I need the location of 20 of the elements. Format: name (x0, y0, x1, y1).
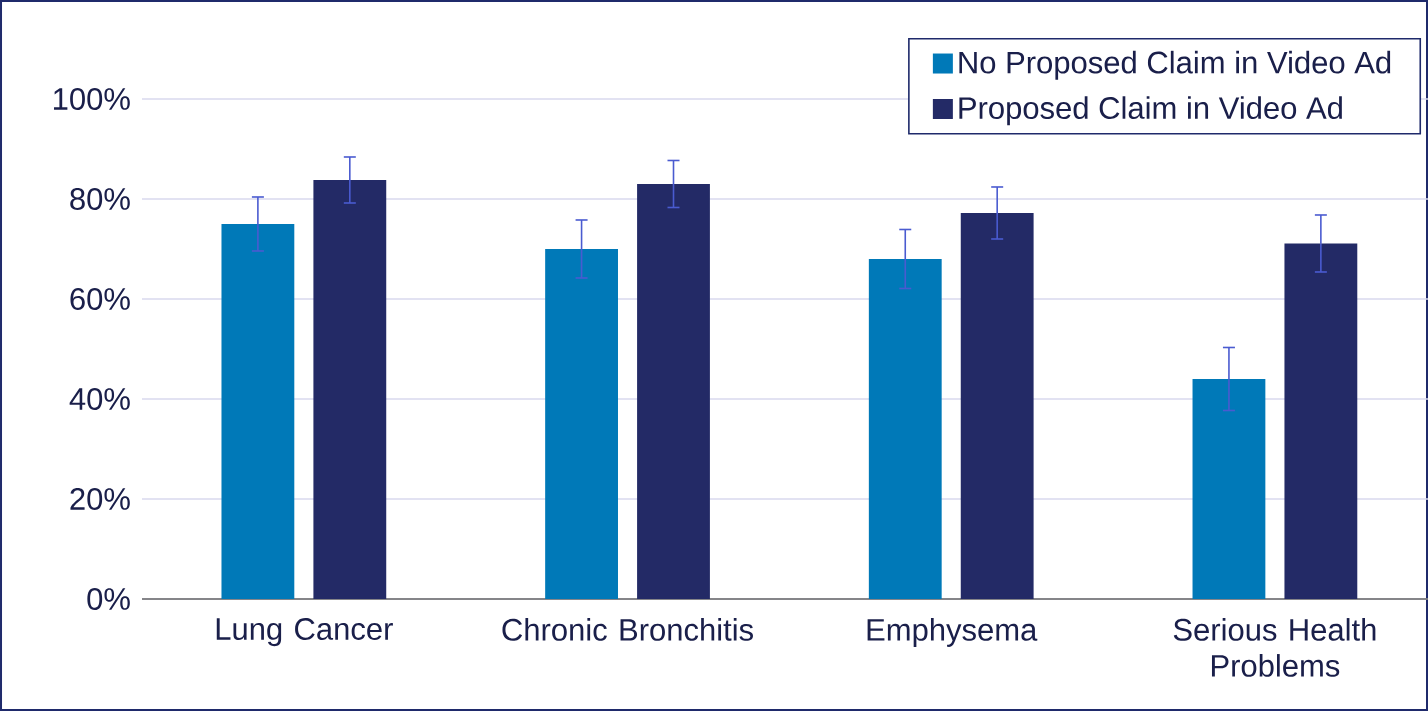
y-tick-label: 80% (70, 188, 130, 210)
bar (960, 212, 1034, 599)
bar (221, 223, 295, 599)
y-tick-label: 0% (87, 588, 130, 610)
bar (545, 248, 618, 599)
x-tick-label: Lung Cancer (216, 618, 393, 647)
x-tick-label: Serious Health Problems (1173, 618, 1376, 677)
y-tick-label: 20% (70, 488, 130, 510)
y-tick-label: 40% (69, 388, 130, 410)
bar (313, 179, 387, 599)
legend-label: Proposed Claim in Video Ad (959, 96, 1342, 126)
bar (637, 183, 710, 599)
bar (1284, 243, 1358, 599)
x-tick-label: Chronic Bronchitis (502, 618, 753, 641)
legend-label: No Proposed Claim in Video Ad (959, 50, 1391, 80)
bar (868, 258, 942, 599)
x-tick-label: Emphysema (867, 618, 1038, 647)
y-tick-label: 100% (54, 88, 130, 110)
bar (1192, 378, 1266, 599)
y-tick-label: 60% (70, 288, 130, 310)
